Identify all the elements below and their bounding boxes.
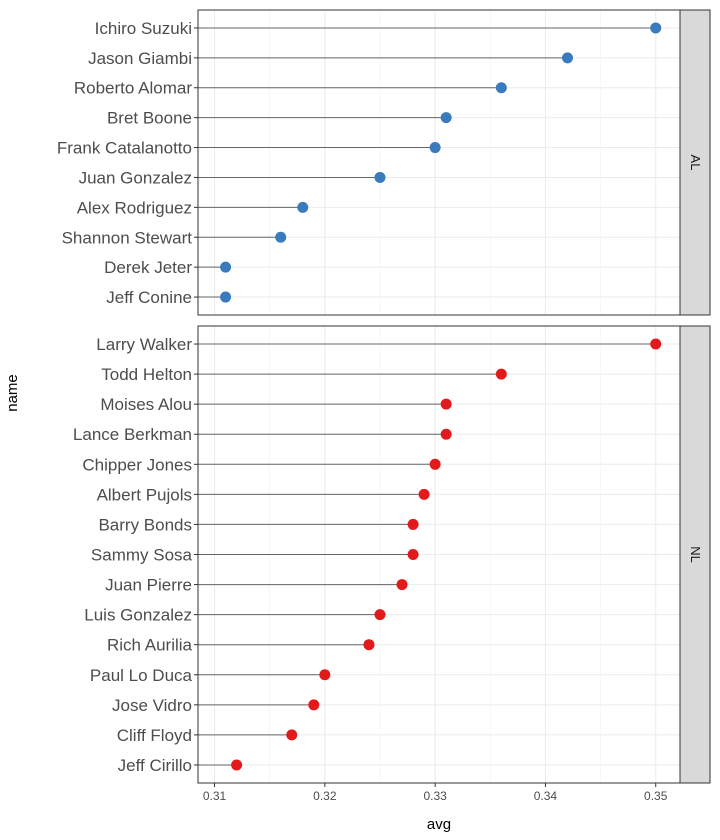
data-point bbox=[308, 699, 320, 711]
data-point bbox=[650, 338, 662, 350]
y-tick-label: Chipper Jones bbox=[82, 455, 192, 474]
y-tick-label: Paul Lo Duca bbox=[90, 666, 193, 685]
data-point bbox=[374, 609, 386, 621]
y-tick-label: Jeff Conine bbox=[106, 288, 192, 307]
x-axis: 0.31 0.32 0.33 0.34 0.35 bbox=[203, 783, 668, 803]
data-point bbox=[286, 729, 298, 741]
y-tick-label: Alex Rodriguez bbox=[77, 198, 192, 217]
x-tick-label: 0.34 bbox=[534, 789, 558, 803]
data-point bbox=[220, 291, 232, 303]
y-tick-label: Roberto Alomar bbox=[74, 79, 192, 98]
y-tick-label: Juan Pierre bbox=[105, 576, 192, 595]
y-tick-label: Lance Berkman bbox=[73, 425, 192, 444]
y-tick-label: Rich Aurilia bbox=[107, 636, 193, 655]
data-point bbox=[429, 458, 441, 470]
x-axis-title: avg bbox=[427, 816, 451, 833]
data-point bbox=[418, 488, 430, 500]
facet-strip bbox=[679, 9, 711, 316]
data-point bbox=[297, 201, 309, 213]
y-tick-label: Jason Giambi bbox=[88, 49, 192, 68]
data-point bbox=[561, 52, 573, 64]
y-tick-label: Juan Gonzalez bbox=[79, 168, 192, 187]
facet-panels: Ichiro Suzuki Jason Giambi Roberto Alomar B… bbox=[57, 9, 711, 784]
y-tick-label: Larry Walker bbox=[96, 335, 192, 354]
y-tick-label: Derek Jeter bbox=[104, 258, 192, 277]
x-tick-label: 0.31 bbox=[203, 789, 227, 803]
data-point bbox=[231, 759, 243, 771]
x-tick-label: 0.32 bbox=[313, 789, 337, 803]
y-tick-label: Sammy Sosa bbox=[91, 546, 193, 565]
panel-background bbox=[198, 10, 680, 315]
data-point bbox=[650, 22, 662, 34]
y-tick-label: Frank Catalanotto bbox=[57, 139, 192, 158]
data-point bbox=[495, 368, 507, 380]
y-tick-label: Moises Alou bbox=[100, 395, 192, 414]
data-point bbox=[407, 549, 419, 560]
data-point bbox=[319, 669, 331, 681]
y-tick-label: Shannon Stewart bbox=[62, 228, 193, 247]
y-tick-label: Luis Gonzalez bbox=[84, 606, 192, 625]
y-tick-label: Albert Pujols bbox=[97, 485, 192, 504]
data-point bbox=[220, 261, 232, 273]
data-point bbox=[495, 82, 507, 94]
facet-panel-al: Ichiro Suzuki Jason Giambi Roberto Alomar B… bbox=[57, 9, 711, 316]
y-tick-label: Jeff Cirillo bbox=[118, 756, 192, 775]
y-tick-label: Bret Boone bbox=[107, 109, 192, 128]
data-point bbox=[440, 398, 452, 410]
data-point bbox=[363, 639, 375, 651]
y-tick-label: Ichiro Suzuki bbox=[95, 19, 192, 38]
y-axis-title: name bbox=[4, 374, 21, 412]
facet-panel-nl: Larry Walker Todd Helton Moises Alou Lance … bbox=[73, 325, 711, 784]
data-point bbox=[429, 142, 441, 154]
facet-strip bbox=[679, 325, 711, 784]
data-point bbox=[275, 231, 287, 243]
facet-strip-label: NL bbox=[688, 546, 703, 563]
data-point bbox=[440, 112, 452, 124]
x-tick-label: 0.35 bbox=[644, 789, 668, 803]
x-tick-label: 0.33 bbox=[423, 789, 447, 803]
data-point bbox=[407, 518, 419, 530]
facet-strip-label: AL bbox=[688, 155, 703, 171]
data-point bbox=[440, 428, 452, 440]
y-tick-label: Todd Helton bbox=[101, 365, 192, 384]
y-tick-label: Cliff Floyd bbox=[117, 726, 192, 745]
data-point bbox=[374, 171, 386, 183]
y-tick-label: Jose Vidro bbox=[112, 696, 192, 715]
data-point bbox=[396, 579, 408, 591]
y-tick-label: Barry Bonds bbox=[98, 515, 192, 534]
